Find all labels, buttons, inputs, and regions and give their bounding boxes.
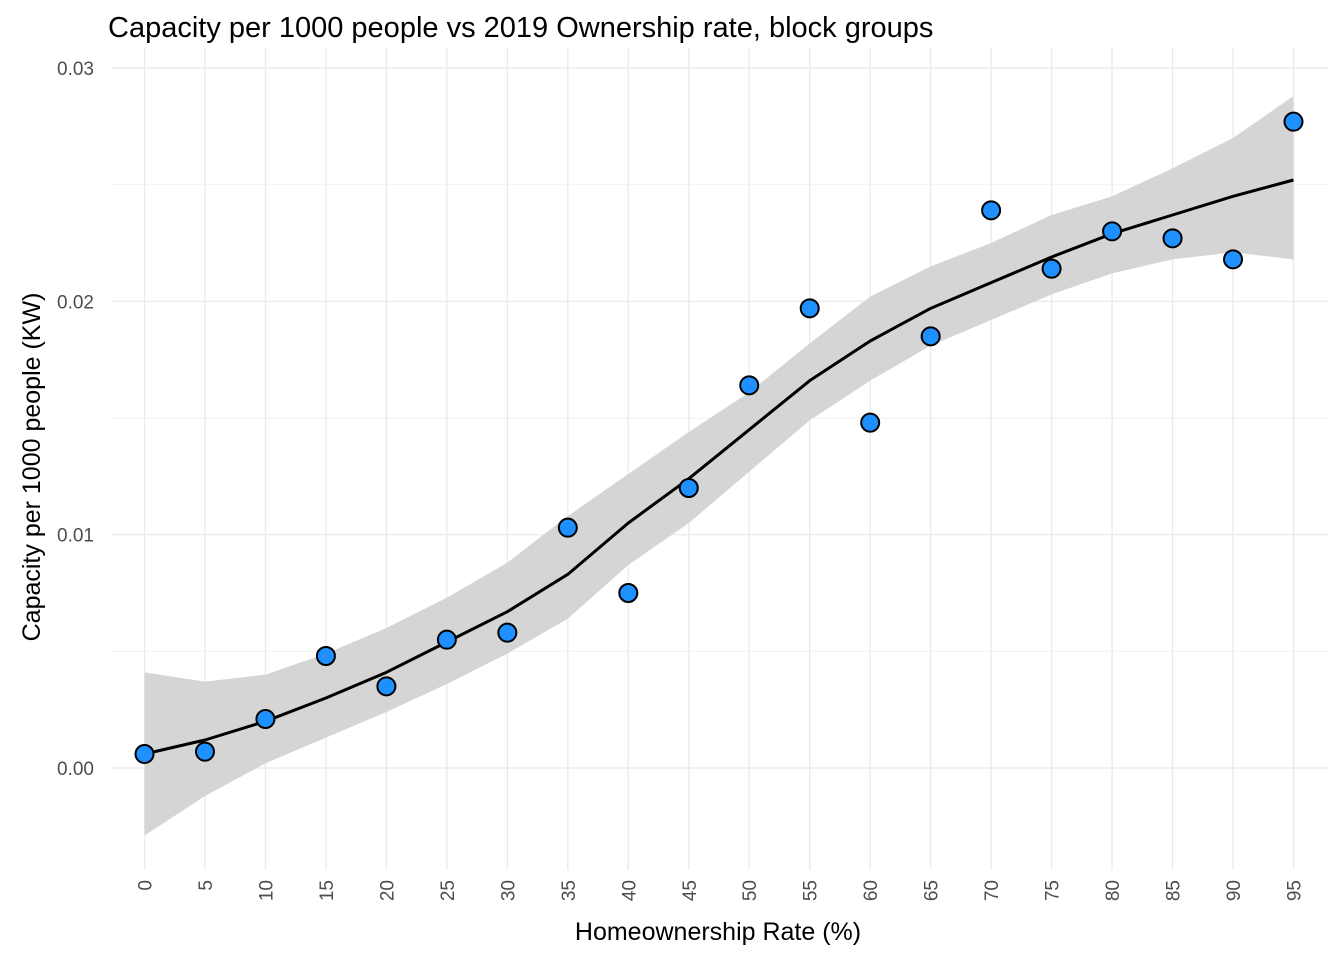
data-point (194, 741, 215, 762)
y-tick-label: 0.01 (57, 526, 94, 547)
data-point (1041, 258, 1062, 279)
x-tick-labels: 0 5 10 15 20 25 30 35 40 45 50 55 60 65 70 75 80 85 90 95 (136, 880, 1306, 901)
data-point (739, 375, 760, 396)
x-tick-label: 90 (1224, 880, 1245, 901)
x-tick-label: 80 (1103, 880, 1124, 901)
data-point (557, 517, 578, 538)
x-tick-label: 20 (377, 880, 398, 901)
x-tick-label: 85 (1164, 880, 1185, 901)
x-tick-label: 55 (801, 880, 822, 901)
data-point (1223, 249, 1244, 270)
confidence-band (144, 96, 1294, 836)
x-tick-label: 0 (136, 880, 157, 891)
x-tick-label: 30 (498, 880, 519, 901)
data-point (860, 412, 881, 433)
x-tick-label: 5 (196, 880, 217, 891)
x-tick-label: 15 (317, 880, 338, 901)
x-tick-label: 35 (559, 880, 580, 901)
x-tick-label: 50 (740, 880, 761, 901)
y-tick-label: 0.00 (57, 759, 94, 780)
data-point (618, 583, 639, 603)
x-tick-label: 45 (680, 880, 701, 901)
x-tick-label: 60 (861, 880, 882, 901)
data-point (255, 709, 276, 729)
x-tick-label: 70 (982, 880, 1003, 901)
y-axis-title: Capacity per 1000 people (KW) (18, 293, 46, 642)
x-axis-title: Homeownership Rate (%) (575, 918, 861, 946)
y-tick-labels: 0.00 0.01 0.02 0.03 (57, 59, 94, 780)
data-points (134, 111, 1304, 764)
x-tick-label: 75 (1043, 880, 1064, 901)
y-tick-label: 0.02 (57, 292, 94, 313)
x-tick-label: 65 (922, 880, 943, 901)
x-tick-label: 25 (438, 880, 459, 901)
smooth-line (144, 178, 1294, 756)
x-tick-label: 95 (1285, 880, 1306, 901)
x-tick-label: 40 (619, 880, 640, 901)
data-point (1283, 111, 1304, 132)
y-tick-label: 0.03 (57, 59, 94, 80)
data-point (799, 298, 820, 319)
data-point (497, 622, 518, 643)
data-point (1162, 228, 1183, 249)
data-point (1102, 221, 1123, 242)
data-point (134, 744, 155, 764)
data-point (436, 629, 457, 650)
data-point (678, 478, 699, 498)
chart-title: Capacity per 1000 people vs 2019 Ownersh… (108, 12, 934, 44)
x-tick-label: 10 (256, 880, 277, 901)
data-point (920, 326, 941, 347)
data-point (981, 200, 1002, 221)
data-point (315, 646, 336, 666)
data-point (376, 676, 397, 697)
